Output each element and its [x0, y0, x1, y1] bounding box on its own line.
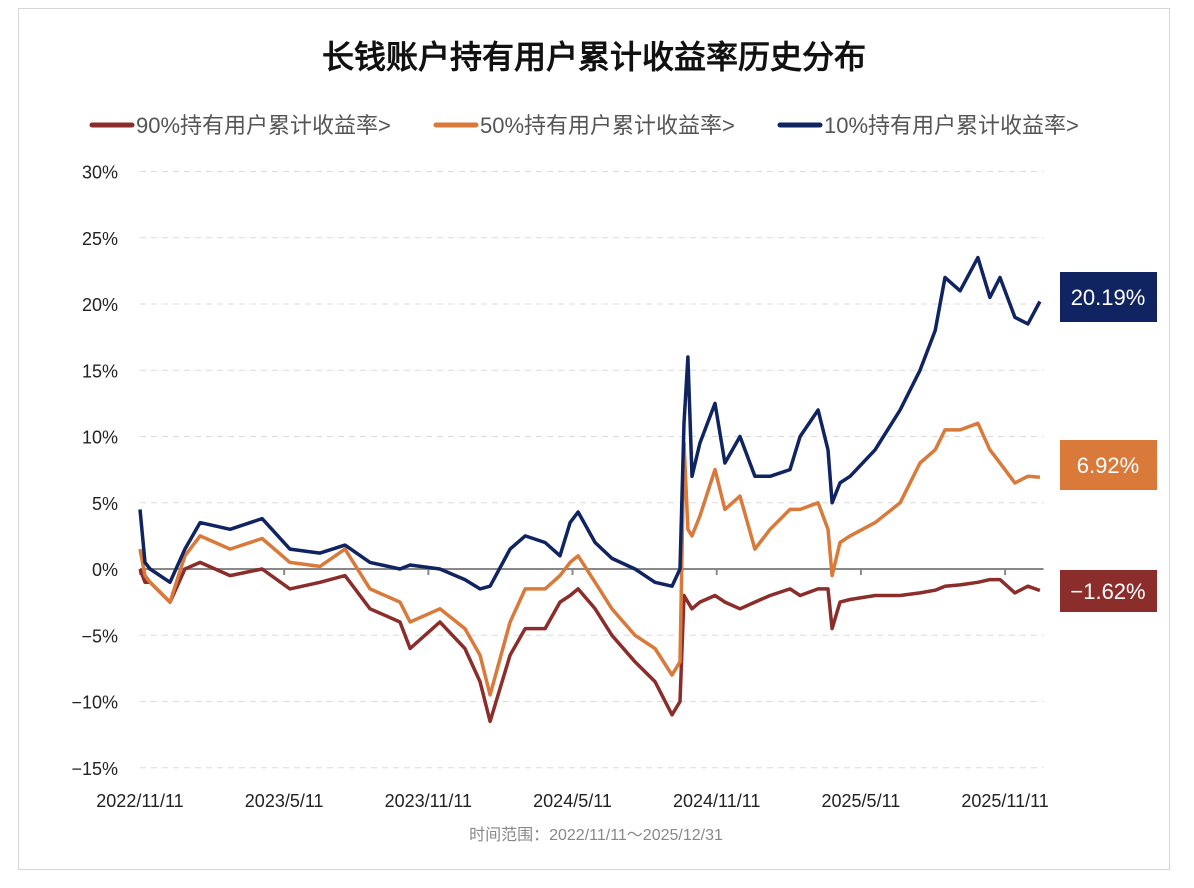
- y-tick-label: 30%: [82, 163, 118, 183]
- y-tick-label: 10%: [82, 428, 118, 448]
- y-tick-label: 20%: [82, 295, 118, 315]
- legend: 90%持有用户累计收益率> 50%持有用户累计收益率> 10%持有用户累计收益率>: [89, 113, 1079, 138]
- y-tick-label: 25%: [82, 229, 118, 249]
- end-label: −1.62%: [1070, 579, 1145, 604]
- series-line: [138, 560, 1041, 724]
- x-axis: 2022/11/11 2023/5/11 2023/11/11 2024/5/11 20…: [96, 569, 1049, 811]
- y-tick-label: −15%: [71, 759, 118, 779]
- x-tick-label: 2023/11/11: [385, 791, 472, 811]
- y-tick-label: −5%: [81, 626, 118, 646]
- y-axis: 30% 25% 20% 15% 10% 5% 0% −5% −10% −15%: [71, 163, 118, 779]
- y-tick-label: 15%: [82, 361, 118, 381]
- end-label-box: [1060, 570, 1157, 612]
- footer-time-range: 时间范围：2022/11/11～2025/12/31: [469, 826, 723, 844]
- x-tick-label: 2022/11/11: [96, 791, 183, 811]
- legend-item: 50%持有用户累计收益率>: [480, 113, 735, 138]
- legend-item: 10%持有用户累计收益率>: [824, 113, 1079, 138]
- end-label: 20.19%: [1071, 285, 1146, 310]
- end-label-box: [1060, 272, 1157, 322]
- end-label-box: [1060, 440, 1157, 490]
- y-tick-label: −10%: [71, 693, 118, 713]
- x-tick-label: 2025/11/11: [961, 791, 1048, 811]
- legend-item: 90%持有用户累计收益率>: [136, 113, 391, 138]
- chart-title: 长钱账户持有用户累计收益率历史分布: [322, 39, 866, 75]
- x-tick-label: 2025/5/11: [822, 791, 901, 811]
- series-lines: [138, 255, 1042, 724]
- y-tick-label: 0%: [92, 560, 118, 580]
- x-tick-label: 2023/5/11: [245, 791, 324, 811]
- end-labels: −1.62% 6.92% 20.19%: [1060, 272, 1157, 612]
- series-line: [138, 255, 1042, 591]
- x-tick-label: 2024/11/11: [673, 791, 760, 811]
- x-tick-label: 2024/5/11: [533, 791, 612, 811]
- chart-frame: [18, 8, 1170, 870]
- grid: [140, 171, 1044, 769]
- y-tick-label: 5%: [92, 494, 118, 514]
- end-label: 6.92%: [1077, 453, 1139, 478]
- series-line: [138, 421, 1041, 697]
